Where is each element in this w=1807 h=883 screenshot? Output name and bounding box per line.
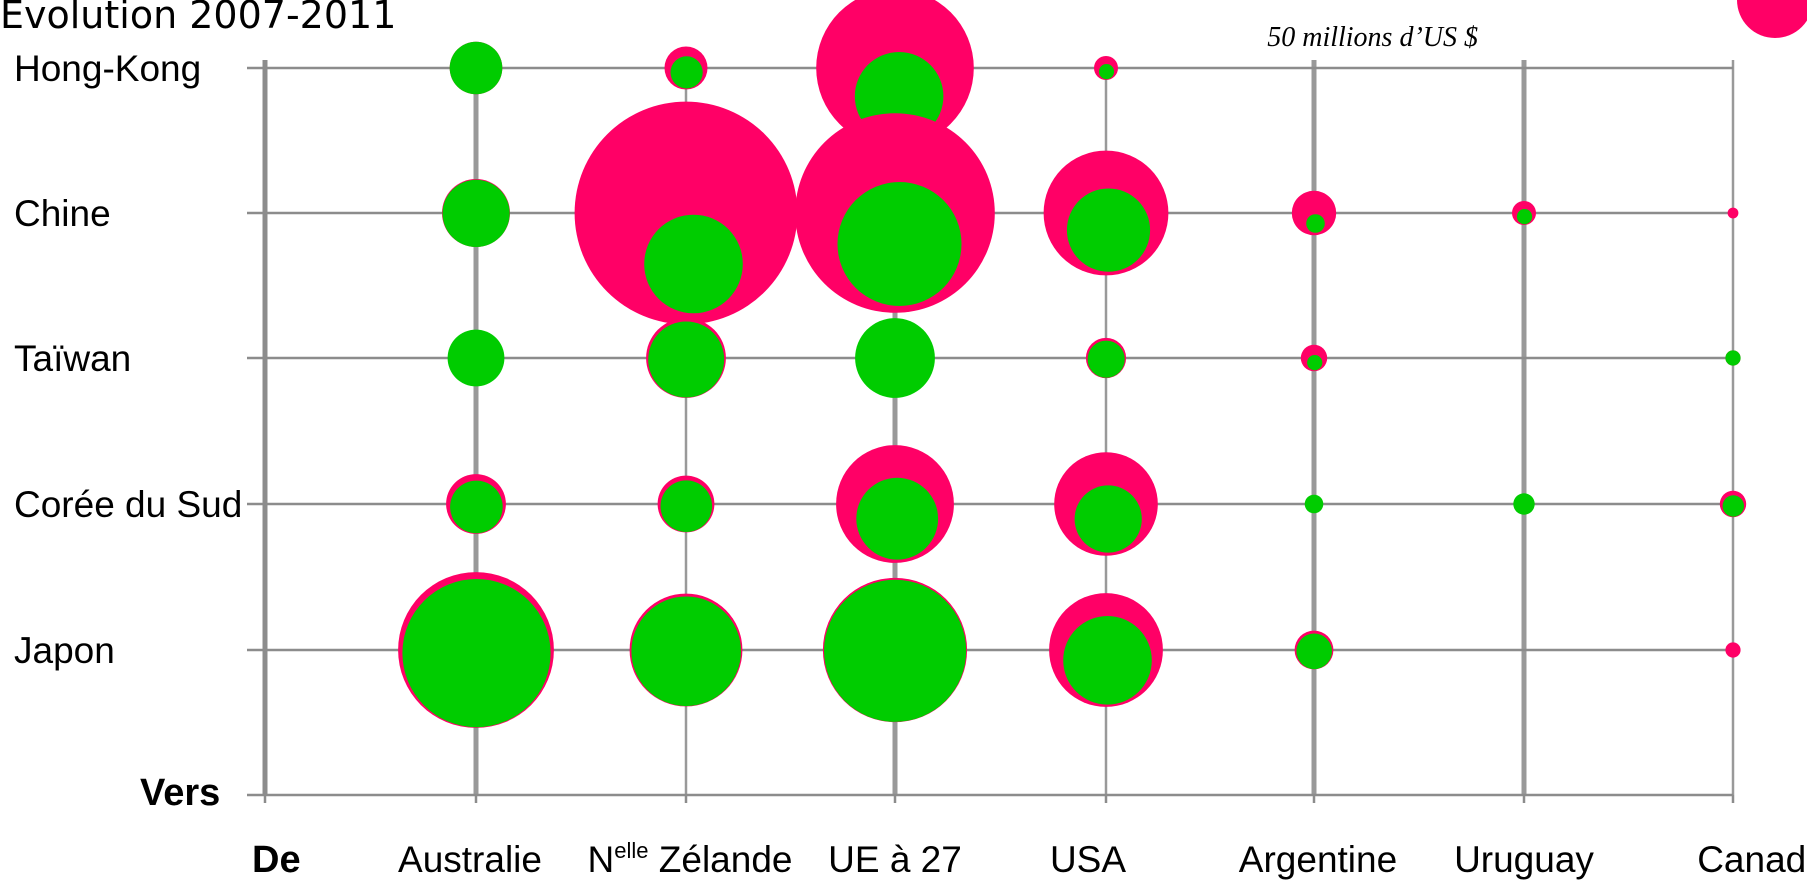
bubble-green	[449, 41, 503, 95]
bubble-green	[1304, 494, 1324, 514]
row-label: Hong-Kong	[14, 48, 201, 89]
bubble-green	[402, 579, 551, 728]
bubble-green	[1306, 214, 1325, 233]
bubble-green	[670, 56, 703, 89]
bubble-green	[1725, 350, 1741, 366]
bubble-pink	[1725, 642, 1741, 658]
bubble-green	[1516, 209, 1533, 225]
column-label: UE à 27	[828, 839, 962, 880]
column-label: Uruguay	[1454, 839, 1594, 880]
bubble-green	[1513, 493, 1535, 515]
bubbles	[398, 0, 1747, 728]
bubble-green	[837, 182, 962, 306]
bubble-green	[1087, 340, 1125, 378]
bubble-green	[631, 596, 741, 707]
column-axis-label: De	[252, 839, 301, 881]
chart-title: Évolution 2007-2011	[0, 0, 396, 37]
column-label: Argentine	[1239, 839, 1397, 880]
row-axis-label: Vers	[140, 772, 220, 814]
bubble-pink	[1291, 190, 1337, 236]
bubble-green	[648, 321, 725, 398]
row-label: Chine	[14, 193, 111, 234]
bubble-green	[644, 214, 743, 314]
bubble-green	[1296, 633, 1332, 670]
bubble-green	[855, 318, 935, 398]
bubble-green	[660, 480, 713, 532]
bubble-green	[447, 329, 505, 387]
bubble-green	[450, 480, 503, 534]
bubble-green	[824, 579, 967, 722]
bubble-green	[1722, 495, 1745, 517]
bubble-green	[442, 179, 510, 247]
bubble-green	[1098, 64, 1115, 80]
bubble-pink	[1727, 207, 1739, 219]
row-label: Taïwan	[14, 338, 131, 379]
row-label: Corée du Sud	[14, 484, 242, 525]
row-label: Japon	[14, 630, 115, 671]
bubble-green	[1066, 188, 1151, 272]
bubble-green	[1063, 616, 1152, 705]
column-label: USA	[1050, 839, 1126, 880]
column-label: Nelle Zélande	[588, 838, 793, 880]
labels: Hong-Kong Chine Taïwan Corée du Sud Japon Aus…	[14, 48, 1807, 880]
bubble-green	[856, 477, 939, 560]
legend-label: 50 millions d’US $	[1267, 22, 1478, 53]
legend-bubble	[1737, 0, 1807, 38]
column-label: Australie	[398, 839, 542, 880]
column-label: Canada	[1697, 839, 1807, 880]
bubble-green	[1307, 355, 1323, 371]
bubble-green	[1074, 485, 1142, 553]
